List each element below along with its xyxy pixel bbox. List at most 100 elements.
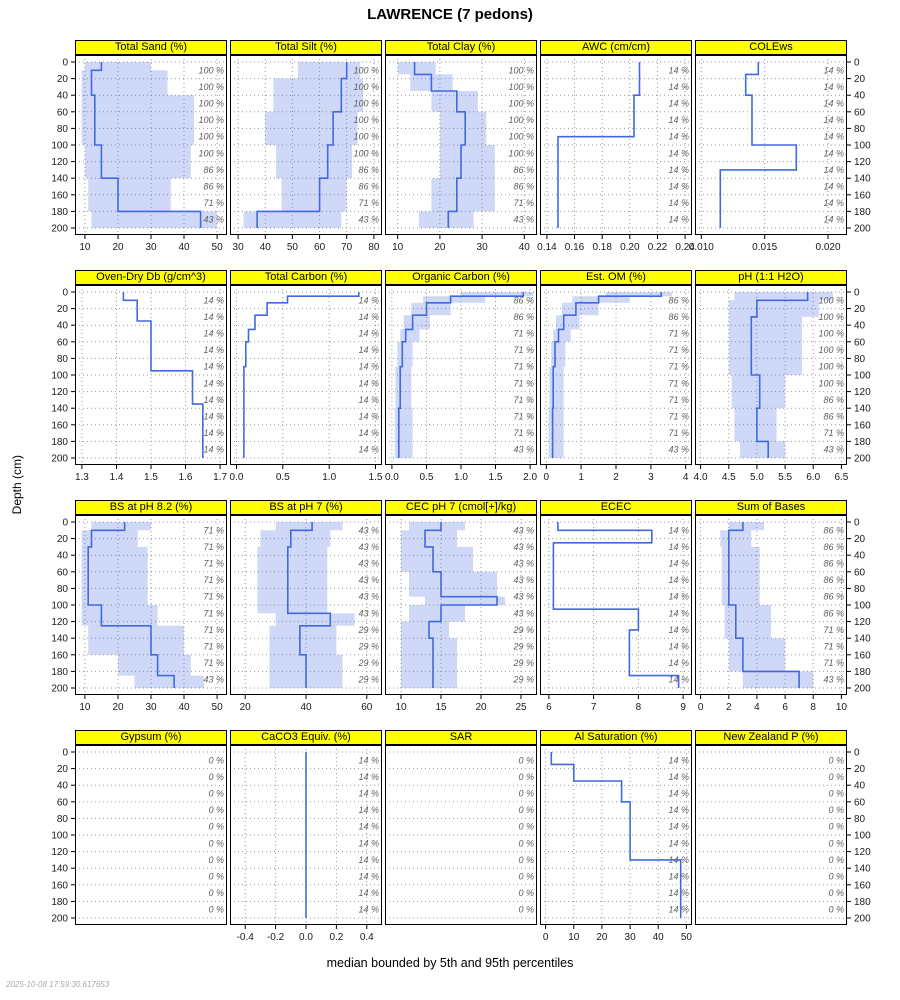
svg-text:120: 120: [854, 157, 871, 168]
svg-text:40: 40: [854, 781, 866, 792]
svg-text:180: 180: [51, 667, 68, 678]
svg-text:0 %: 0 %: [518, 855, 534, 865]
svg-text:43 %: 43 %: [203, 675, 224, 685]
svg-text:43 %: 43 %: [358, 592, 379, 602]
svg-text:180: 180: [854, 207, 871, 218]
svg-text:14 %: 14 %: [823, 65, 844, 75]
svg-text:43 %: 43 %: [358, 559, 379, 569]
svg-text:14 %: 14 %: [358, 838, 379, 848]
svg-text:14 %: 14 %: [203, 412, 224, 422]
svg-text:120: 120: [51, 847, 68, 858]
svg-text:71 %: 71 %: [513, 362, 534, 372]
depth-axis-label: Depth (cm): [10, 455, 24, 515]
svg-text:86 %: 86 %: [513, 165, 534, 175]
svg-text:29 %: 29 %: [512, 625, 534, 635]
panel-plot-sar: 0 % 0 % 0 % 0 % 0 % 0 % 0 % 0 % 0 % 0 %: [385, 745, 537, 925]
svg-text:30: 30: [625, 932, 637, 943]
svg-text:60: 60: [854, 337, 866, 348]
svg-text:0 %: 0 %: [828, 805, 844, 815]
svg-text:120: 120: [854, 847, 871, 858]
svg-text:14 %: 14 %: [203, 395, 224, 405]
svg-text:0 %: 0 %: [208, 822, 224, 832]
svg-text:86 %: 86 %: [358, 182, 379, 192]
panel-xaxis-awc: 0.14 0.16 0.18 0.20 0.22 0.24: [537, 235, 695, 253]
svg-text:14 %: 14 %: [668, 165, 689, 175]
svg-text:5.5: 5.5: [778, 472, 792, 483]
svg-text:1.4: 1.4: [110, 472, 124, 483]
svg-text:20: 20: [475, 702, 487, 713]
svg-text:14 %: 14 %: [358, 345, 379, 355]
svg-text:43 %: 43 %: [513, 559, 534, 569]
svg-text:86 %: 86 %: [823, 395, 844, 405]
svg-text:50: 50: [212, 702, 224, 713]
svg-text:7: 7: [591, 702, 597, 713]
svg-text:0 %: 0 %: [208, 755, 224, 765]
svg-text:100: 100: [854, 601, 871, 612]
svg-text:0 %: 0 %: [518, 905, 534, 915]
svg-text:71 %: 71 %: [513, 329, 534, 339]
panel-strip-bs-ph7: BS at pH 7 (%): [230, 500, 382, 515]
svg-text:86 %: 86 %: [823, 412, 844, 422]
svg-text:43 %: 43 %: [513, 525, 534, 535]
svg-text:0 %: 0 %: [208, 905, 224, 915]
svg-text:200: 200: [51, 684, 68, 695]
svg-text:86 %: 86 %: [513, 182, 534, 192]
svg-text:14 %: 14 %: [358, 872, 379, 882]
svg-text:71 %: 71 %: [823, 428, 844, 438]
svg-text:100 %: 100 %: [198, 132, 224, 142]
svg-text:71 %: 71 %: [358, 198, 379, 208]
svg-text:20: 20: [240, 702, 252, 713]
svg-text:4.0: 4.0: [694, 472, 708, 483]
svg-text:14 %: 14 %: [668, 789, 689, 799]
svg-text:71 %: 71 %: [668, 428, 689, 438]
svg-text:14 %: 14 %: [358, 378, 379, 388]
svg-text:29 %: 29 %: [357, 642, 379, 652]
svg-text:2.0: 2.0: [523, 472, 537, 483]
svg-text:0 %: 0 %: [828, 855, 844, 865]
panel-plot-al-saturation: 14 % 14 % 14 % 14 % 14 % 14 % 14 % 14 % 14 % 14 %: [540, 745, 692, 925]
svg-text:71 %: 71 %: [668, 362, 689, 372]
svg-text:80: 80: [57, 354, 69, 365]
svg-text:100 %: 100 %: [818, 295, 844, 305]
panel-plot-organic-carbon: 86 % 86 % 71 % 71 % 71 % 71 % 71 % 71 % 71 % 43 %: [385, 285, 537, 465]
svg-text:160: 160: [51, 190, 68, 201]
panel-strip-sar: SAR: [385, 730, 537, 745]
svg-text:43 %: 43 %: [203, 215, 224, 225]
svg-text:43 %: 43 %: [358, 542, 379, 552]
svg-text:0.015: 0.015: [752, 242, 777, 253]
svg-text:0.0: 0.0: [299, 932, 313, 943]
svg-text:86 %: 86 %: [513, 312, 534, 322]
svg-text:80: 80: [57, 814, 69, 825]
svg-text:14 %: 14 %: [668, 82, 689, 92]
svg-text:140: 140: [854, 864, 871, 875]
svg-text:14 %: 14 %: [203, 295, 224, 305]
svg-text:160: 160: [51, 650, 68, 661]
svg-text:71 %: 71 %: [203, 658, 224, 668]
svg-text:160: 160: [854, 650, 871, 661]
svg-text:30: 30: [233, 242, 245, 253]
svg-text:140: 140: [854, 404, 871, 415]
svg-text:43 %: 43 %: [513, 592, 534, 602]
svg-text:14 %: 14 %: [358, 805, 379, 815]
svg-text:200: 200: [854, 454, 871, 465]
svg-text:43 %: 43 %: [358, 608, 379, 618]
svg-text:70: 70: [341, 242, 353, 253]
svg-text:14 %: 14 %: [823, 182, 844, 192]
svg-text:0 %: 0 %: [208, 838, 224, 848]
svg-text:180: 180: [854, 897, 871, 908]
svg-text:14 %: 14 %: [823, 148, 844, 158]
svg-text:60: 60: [314, 242, 326, 253]
svg-text:71 %: 71 %: [203, 559, 224, 569]
svg-text:0 %: 0 %: [828, 905, 844, 915]
svg-text:60: 60: [361, 702, 373, 713]
svg-text:14 %: 14 %: [668, 855, 689, 865]
svg-text:1.0: 1.0: [322, 472, 336, 483]
svg-text:100 %: 100 %: [353, 132, 379, 142]
svg-text:180: 180: [51, 897, 68, 908]
panel-plot-total-sand: 100 % 100 % 100 % 100 % 100 % 100 % 86 % 86 % 71…: [75, 55, 227, 235]
svg-text:4: 4: [683, 472, 689, 483]
svg-text:14 %: 14 %: [668, 888, 689, 898]
svg-text:100 %: 100 %: [198, 115, 224, 125]
svg-text:40: 40: [260, 242, 272, 253]
